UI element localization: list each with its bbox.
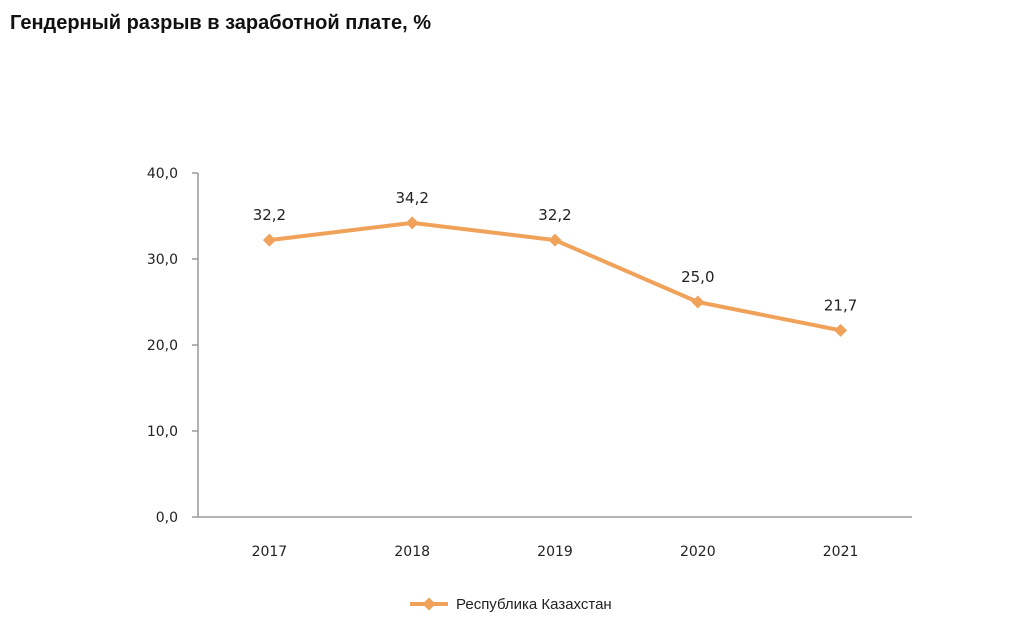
data-point-marker (548, 233, 562, 247)
data-point-marker (405, 216, 419, 230)
chart-title: Гендерный разрыв в заработной плате, % (10, 12, 431, 34)
x-tick-label: 2018 (394, 544, 430, 560)
chart-axes (197, 173, 912, 518)
legend-label: Республика Казахстан (456, 596, 612, 613)
data-label: 21,7 (824, 296, 857, 314)
chart-legend: Республика Казахстан (410, 596, 612, 613)
chart-series: 32,2 34,2 32,2 25,0 21,7 (253, 189, 857, 337)
y-tick-label: 0,0 (156, 510, 178, 526)
data-point-marker (691, 295, 705, 309)
y-tick-label: 40,0 (147, 166, 178, 182)
legend-marker (422, 597, 436, 611)
x-tick-label: 2020 (680, 544, 716, 560)
x-tick-label: 2017 (252, 544, 288, 560)
data-label: 32,2 (253, 206, 286, 224)
data-point-marker (834, 323, 848, 337)
y-tick-label: 30,0 (147, 252, 178, 268)
data-label: 34,2 (395, 189, 428, 207)
x-tick-label: 2021 (823, 544, 859, 560)
y-tick-label: 10,0 (147, 424, 178, 440)
data-point-marker (262, 233, 276, 247)
data-label: 25,0 (681, 268, 714, 286)
x-tick-label: 2019 (537, 544, 573, 560)
x-axis-ticks: 2017 2018 2019 2020 2021 (252, 544, 859, 560)
data-label: 32,2 (538, 206, 571, 224)
y-tick-label: 20,0 (147, 338, 178, 354)
y-axis-ticks: 0,0 10,0 20,0 30,0 40,0 (147, 166, 198, 526)
